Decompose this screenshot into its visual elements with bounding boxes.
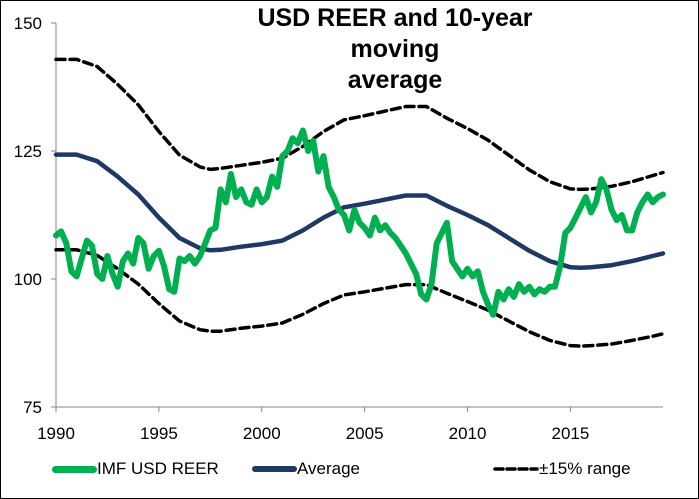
y-tick-label: 125 — [14, 142, 42, 161]
legend: IMF USD REER Average ±15% range — [0, 454, 699, 484]
legend-label: Average — [297, 459, 361, 478]
chart-title: USD REER and 10-year moving average — [230, 3, 560, 96]
x-tick-label: 1990 — [37, 424, 75, 443]
x-tick-label: 2005 — [346, 424, 384, 443]
x-tick-label: 2000 — [243, 424, 281, 443]
legend-label: IMF USD REER — [97, 459, 219, 478]
legend-swatch-green-line — [52, 465, 97, 473]
y-tick-label: 150 — [14, 14, 42, 33]
chart-title-line-2: average — [347, 66, 443, 94]
legend-swatch-dashed-line — [493, 467, 539, 471]
series-layer — [53, 57, 666, 348]
legend-item-imf-usd-reer: IMF USD REER — [52, 454, 219, 484]
y-tick-label: 75 — [23, 398, 42, 417]
chart-title-line-1: USD REER and 10-year moving — [257, 4, 533, 63]
x-tick-label: 1995 — [140, 424, 178, 443]
series-imf-usd-reer-line — [53, 127, 666, 318]
x-tick-label: 2010 — [449, 424, 487, 443]
legend-label: ±15% range — [539, 459, 631, 478]
legend-swatch-navy-line — [252, 466, 297, 472]
series-average-line — [53, 152, 666, 270]
series-range-lower-line — [54, 248, 665, 348]
axes: 75 100 125 150 1990 1995 2000 2005 2010 2015 — [14, 14, 663, 443]
series-range-upper-line — [54, 57, 665, 192]
legend-item-range: ±15% range — [493, 454, 631, 484]
x-tick-label: 2015 — [551, 424, 589, 443]
y-tick-label: 100 — [14, 270, 42, 289]
legend-item-average: Average — [252, 454, 360, 484]
